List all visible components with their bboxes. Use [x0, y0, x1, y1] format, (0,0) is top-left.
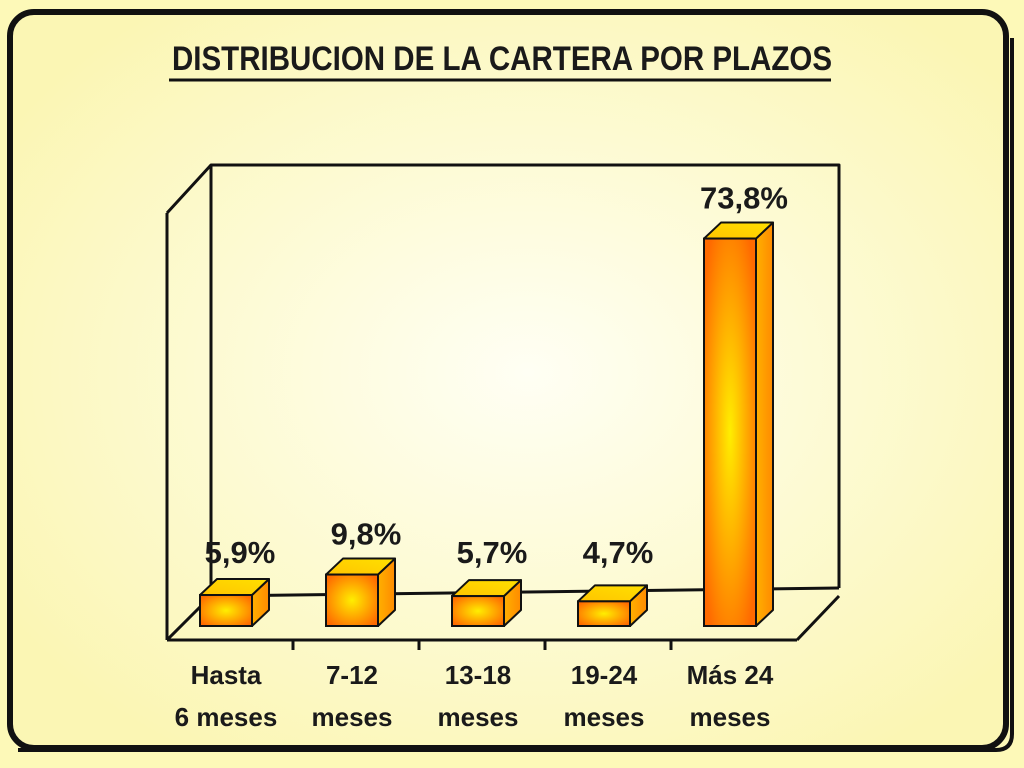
bar-front-face	[577, 600, 631, 628]
slide-panel: DISTRIBUCION DE LA CARTERA POR PLAZOS 5,…	[6, 8, 1014, 756]
category-ticks	[291, 640, 673, 650]
value-label: 4,7%	[583, 535, 654, 570]
category-label: meses	[312, 702, 393, 732]
plot-area	[165, 163, 841, 642]
value-label: 5,9%	[205, 535, 276, 570]
category-label: 13-18	[445, 660, 512, 690]
category-labels: Hasta 6 meses 7-12 meses 13-18 meses 19-24 mese…	[175, 660, 774, 732]
value-label: 73,8%	[700, 181, 788, 216]
value-labels: 5,9% 9,8% 5,7% 4,7% 73,8%	[205, 181, 788, 570]
category-label: 7-12	[326, 660, 378, 690]
panel-frame	[7, 9, 1009, 751]
value-label: 5,7%	[457, 535, 528, 570]
bar	[577, 584, 648, 628]
category-label: 19-24	[571, 660, 638, 690]
bar-front-face	[199, 594, 253, 628]
category-label: meses	[690, 702, 771, 732]
bar-side-face	[755, 221, 774, 627]
category-label: 6 meses	[175, 702, 278, 732]
bar-front-face	[451, 595, 505, 628]
floor-right-edge	[795, 594, 841, 642]
bar-front-face	[325, 573, 379, 627]
bar	[199, 578, 270, 628]
back-wall	[165, 163, 841, 588]
bar	[451, 579, 522, 628]
value-label: 9,8%	[331, 517, 402, 552]
bar	[325, 557, 396, 627]
category-label: Más 24	[687, 660, 774, 690]
bar-series	[199, 221, 774, 628]
bar-front-face	[703, 237, 757, 628]
bar	[703, 221, 774, 628]
chart-title: DISTRIBUCION DE LA CARTERA POR PLAZOS	[172, 40, 832, 78]
bar-chart: DISTRIBUCION DE LA CARTERA POR PLAZOS 5,…	[7, 9, 1014, 752]
panel-shadow	[18, 38, 1014, 752]
category-label: Hasta	[191, 660, 262, 690]
category-label: meses	[438, 702, 519, 732]
category-label: meses	[564, 702, 645, 732]
